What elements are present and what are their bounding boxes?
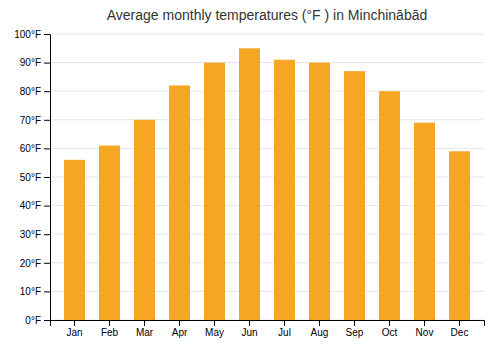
- x-tick-mark: [319, 320, 320, 326]
- x-tick-label: Nov: [416, 327, 434, 338]
- x-tick-mark: [144, 320, 145, 326]
- x-tick: Jun: [241, 320, 257, 338]
- title: Average monthly temperatures (°F ) in Mi…: [107, 7, 428, 23]
- x-axis: Jan Feb Mar Apr May Jun Jul Aug Sep Oct Nov Dec: [51, 320, 485, 338]
- x-tick-label: Jun: [241, 327, 257, 338]
- bar: [274, 60, 295, 320]
- chart: Jan Feb Mar Apr May Jun Jul Aug Sep Oct Nov Dec 0°F 1…: [0, 0, 500, 350]
- x-tick: Feb: [101, 320, 119, 338]
- grid: [50, 34, 484, 320]
- grid-line: [50, 62, 484, 63]
- x-tick-mark: [179, 320, 180, 326]
- bar: [64, 160, 85, 320]
- x-tick-label: Jul: [278, 327, 291, 338]
- bar: [414, 123, 435, 320]
- y-tick-label: 60°F: [20, 143, 41, 154]
- x-tick: Jan: [66, 320, 82, 338]
- y-tick: 10°F: [20, 286, 50, 297]
- x-tick: May: [205, 320, 224, 338]
- x-tick: Apr: [172, 320, 188, 338]
- y-tick-mark: [44, 263, 50, 264]
- x-tick: Dec: [451, 320, 469, 338]
- x-tick-label: Aug: [311, 327, 329, 338]
- y-tick: 40°F: [20, 200, 50, 211]
- y-tick: 20°F: [20, 258, 50, 269]
- x-tick-label: Oct: [382, 327, 398, 338]
- x-tick-mark: [214, 320, 215, 326]
- x-tick: Jul: [278, 320, 291, 338]
- y-tick-mark: [44, 234, 50, 235]
- bar: [134, 120, 155, 320]
- x-tick-label: Sep: [346, 327, 364, 338]
- x-tick-mark: [389, 320, 390, 326]
- y-tick: 60°F: [20, 143, 50, 154]
- y-tick-mark: [44, 91, 50, 92]
- x-tick-label: Dec: [451, 327, 469, 338]
- y-tick-label: 90°F: [20, 57, 41, 68]
- bar: [379, 91, 400, 320]
- y-tick-label: 40°F: [20, 200, 41, 211]
- y-axis-line: [44, 35, 51, 321]
- x-tick: Nov: [416, 320, 434, 338]
- y-tick: 100°F: [14, 29, 50, 40]
- x-tick: Oct: [382, 320, 398, 338]
- y-tick-label: 80°F: [20, 86, 41, 97]
- grid-line: [50, 91, 484, 92]
- bars: [64, 48, 470, 320]
- x-tick-label: Mar: [136, 327, 154, 338]
- x-tick-mark: [74, 320, 75, 326]
- y-tick-mark: [44, 34, 50, 35]
- y-tick-mark: [44, 291, 50, 292]
- x-tick-mark: [109, 320, 110, 326]
- y-tick: 50°F: [20, 172, 50, 183]
- x-tick-mark: [354, 320, 355, 326]
- y-tick: 30°F: [20, 229, 50, 240]
- x-tick-label: Apr: [172, 327, 188, 338]
- y-tick-label: 20°F: [20, 258, 41, 269]
- y-tick-label: 30°F: [20, 229, 41, 240]
- bar: [344, 71, 365, 320]
- x-tick-mark: [459, 320, 460, 326]
- x-axis-line: [51, 321, 485, 327]
- bar: [99, 146, 120, 320]
- y-tick-label: 100°F: [14, 29, 41, 40]
- x-tick-mark: [249, 320, 250, 326]
- y-axis: 0°F 10°F 20°F 30°F 40°F 50°F 60°F 70°F 80°F 90°F 1…: [14, 29, 50, 326]
- bar: [204, 63, 225, 320]
- x-tick-mark: [424, 320, 425, 326]
- x-tick: Aug: [311, 320, 329, 338]
- x-tick: Sep: [346, 320, 364, 338]
- y-tick-mark: [44, 148, 50, 149]
- x-tick-label: Feb: [101, 327, 119, 338]
- y-tick-mark: [44, 63, 50, 64]
- x-tick-label: Jan: [66, 327, 82, 338]
- x-tick-label: May: [205, 327, 224, 338]
- y-tick-mark: [44, 177, 50, 178]
- y-tick-mark: [44, 206, 50, 207]
- y-tick-label: 0°F: [25, 315, 41, 326]
- bar: [169, 85, 190, 320]
- x-tick: Mar: [136, 320, 154, 338]
- bar: [239, 48, 260, 320]
- x-tick-mark: [284, 320, 285, 326]
- y-tick-label: 70°F: [20, 115, 41, 126]
- grid-line: [50, 119, 484, 120]
- y-tick-mark: [44, 320, 50, 321]
- y-tick: 70°F: [20, 115, 50, 126]
- y-tick-label: 50°F: [20, 172, 41, 183]
- y-tick: 90°F: [20, 57, 50, 68]
- y-tick: 80°F: [20, 86, 50, 97]
- y-tick-label: 10°F: [20, 286, 41, 297]
- bar: [309, 63, 330, 320]
- plot: Jan Feb Mar Apr May Jun Jul Aug Sep Oct Nov Dec 0°F 1…: [14, 29, 484, 338]
- bar: [449, 151, 470, 320]
- grid-line: [50, 34, 484, 35]
- y-tick-mark: [44, 120, 50, 121]
- y-tick: 0°F: [25, 315, 50, 326]
